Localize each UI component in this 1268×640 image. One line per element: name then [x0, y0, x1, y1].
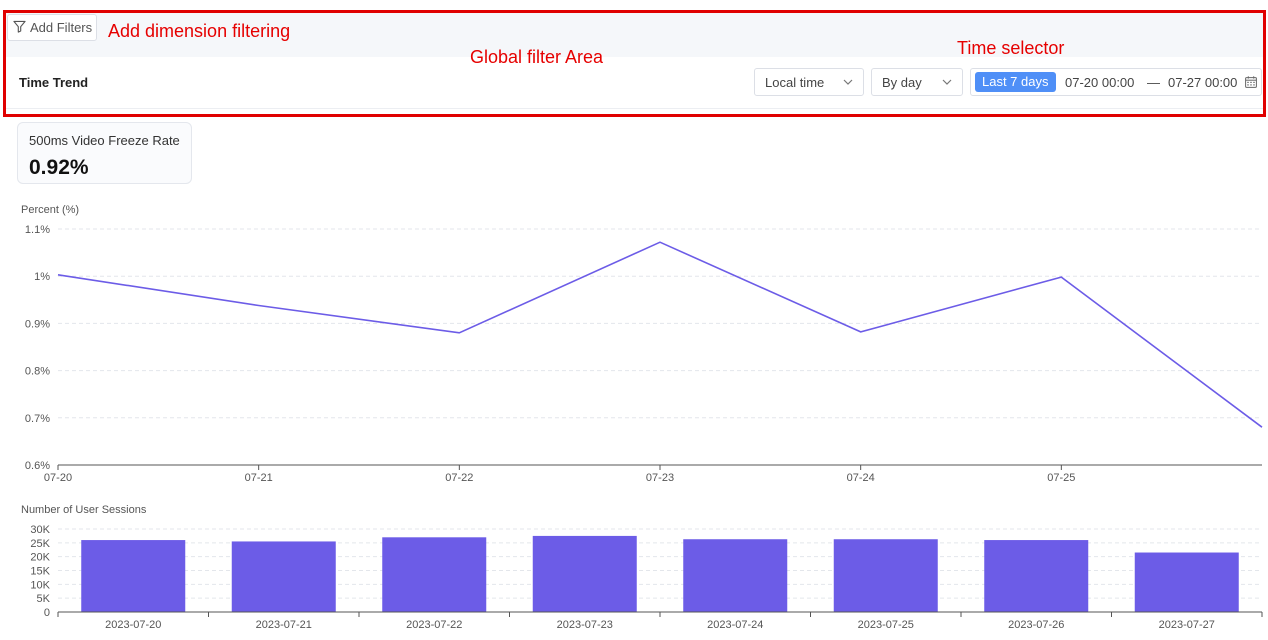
line-chart-ytick: 1.1% [25, 224, 50, 236]
timezone-select[interactable]: Local time [754, 68, 864, 96]
metric-label: 500ms Video Freeze Rate [29, 133, 180, 148]
bar-chart-ytick: 5K [37, 593, 51, 605]
time-trend-bar: Time Trend Local time By day Last 7 days… [6, 58, 1263, 109]
bar-chart-xtick: 2023-07-27 [1159, 619, 1215, 631]
timezone-select-value: Local time [765, 74, 825, 90]
bar-chart-ytick: 15K [30, 566, 50, 578]
range-start[interactable]: 07-20 00:00 [1065, 75, 1135, 90]
chevron-down-icon [843, 79, 853, 85]
global-filter-area [6, 13, 1263, 57]
bar-chart-bar [833, 539, 938, 612]
bar-chart-bar [1134, 552, 1239, 612]
annotation-time-selector: Time selector [957, 38, 1065, 58]
bar-chart-xtick: 2023-07-20 [105, 619, 161, 631]
bar-chart-xtick: 2023-07-22 [406, 619, 462, 631]
annotation-global-filter: Global filter Area [470, 47, 604, 67]
bar-chart-xtick: 2023-07-24 [707, 619, 763, 631]
line-chart-xtick: 07-22 [445, 472, 473, 484]
range-separator: — [1147, 75, 1160, 90]
annotation-frame [3, 10, 1266, 117]
chevron-down-icon [942, 79, 952, 85]
add-filters-button[interactable]: Add Filters [7, 14, 97, 41]
time-range-selector[interactable]: Last 7 days 07-20 00:00 — 07-27 00:00 [970, 68, 1262, 96]
add-filters-label: Add Filters [30, 20, 93, 35]
bar-chart-bar [532, 535, 637, 612]
metric-card[interactable]: 500ms Video Freeze Rate 0.92% [17, 122, 192, 184]
bar-chart-ytick: 30K [30, 524, 50, 536]
line-chart-ytick: 0.6% [25, 460, 50, 472]
bar-chart-ytick: 20K [30, 552, 50, 564]
bar-chart-xtick: 2023-07-25 [858, 619, 914, 631]
bar-chart-bar [231, 541, 336, 612]
bar-chart-xtick: 2023-07-26 [1008, 619, 1064, 631]
bar-chart-bar [382, 537, 487, 612]
line-chart-ytick: 0.8% [25, 366, 50, 378]
line-chart-ytick: 0.7% [25, 413, 50, 425]
bar-chart-ytick: 25K [30, 538, 50, 550]
time-trend-title: Time Trend [19, 75, 89, 90]
line-chart-xtick: 07-21 [245, 472, 273, 484]
last-7-days-button[interactable]: Last 7 days [975, 72, 1056, 92]
line-chart-xtick: 07-23 [646, 472, 674, 484]
granularity-select-value: By day [882, 74, 922, 90]
line-chart-ytick: 0.9% [25, 318, 50, 330]
bar-chart-bar [683, 539, 788, 612]
calendar-icon[interactable] [1245, 76, 1257, 88]
bar-chart-xtick: 2023-07-21 [256, 619, 312, 631]
line-chart-series [57, 241, 1263, 428]
range-end[interactable]: 07-27 00:00 [1168, 75, 1238, 90]
line-chart-ylabel: Percent (%) [21, 204, 79, 216]
bar-chart-ytick: 10K [30, 579, 50, 591]
granularity-select[interactable]: By day [871, 68, 963, 96]
annotation-add-dimension: Add dimension filtering [108, 21, 291, 41]
bar-chart-ylabel: Number of User Sessions [21, 504, 147, 516]
line-chart-xtick: 07-25 [1047, 472, 1075, 484]
line-chart-ytick: 1% [34, 271, 50, 283]
line-chart-xtick: 07-20 [44, 472, 72, 484]
line-chart-xtick: 07-24 [847, 472, 875, 484]
bar-chart-bar [984, 540, 1089, 612]
bar-chart-xtick: 2023-07-23 [557, 619, 613, 631]
metric-value: 0.92% [29, 156, 89, 179]
bar-chart-ytick: 0 [44, 607, 50, 619]
filter-icon [13, 20, 26, 36]
bar-chart-bar [81, 540, 186, 612]
